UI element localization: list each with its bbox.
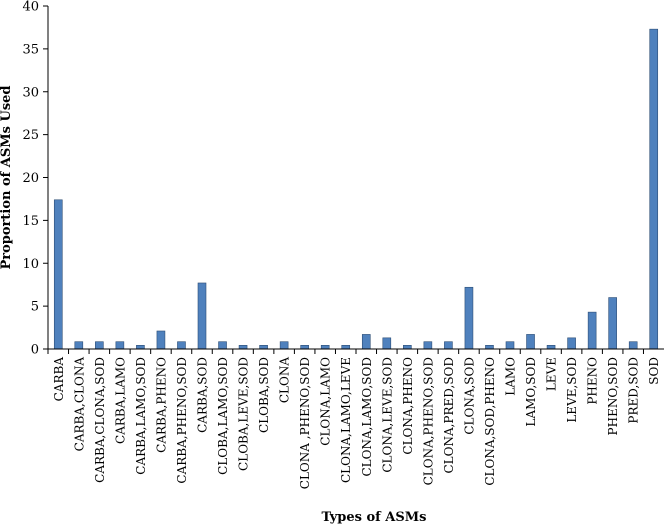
x-axis-title: Types of ASMs [322,510,427,525]
y-tick-label: 40 [22,0,39,15]
x-category-label: CLONA,SOD,PHENO [483,357,497,486]
bar [444,341,453,350]
bar [300,345,309,350]
x-category-label: CLONA,LEVE,SOD [380,357,394,473]
y-axis-title: Proportion of ASMs Used [0,85,14,269]
bar [197,282,207,350]
x-axis-category-labels: CARBA CARBA,CLONA CARBA,CLONA,SOD CARBA,LAM… [47,349,661,489]
x-category-label: CLONA,PRED,SOD [442,357,456,474]
bar [156,330,166,350]
bar [587,311,597,350]
bar [628,341,638,350]
y-tick-label: 20 [22,171,39,186]
bar [361,334,371,350]
x-category-label: LAMO [504,357,518,396]
x-category-label: CLOBA,LEVE,SOD [237,357,251,471]
bar [505,341,515,350]
x-category-label: CLOBA,LAMO,SOD [216,357,230,475]
bar [115,341,125,350]
x-category-label: LAMO,SOD [524,357,538,427]
x-category-label: CARBA,SOD [196,357,210,433]
bars [53,28,659,350]
x-category-label: CLONA,PHENO [401,357,415,455]
x-category-label: CLONA,LAMO [319,357,333,446]
x-category-label: PHENO,SOD [606,357,620,435]
x-category-label: CARBA,CLONA,SOD [93,357,107,483]
y-tick-label: 30 [22,85,39,100]
y-tick-label: 35 [22,42,39,57]
y-tick-label: 0 [31,343,39,358]
x-category-label: CLONA,LAMO,LEVE [339,357,353,483]
bar [259,345,268,350]
y-tick-label: 15 [22,214,39,229]
x-category-label: CARBA,PHENO,SOD [175,357,189,484]
bar [53,199,63,350]
x-category-label: CLONA,LAMO,SOD [360,357,374,477]
bar [608,297,617,350]
bar [382,337,392,350]
bar [218,341,227,350]
y-tick-label: 10 [22,257,39,272]
x-category-label: CARBA [52,357,66,402]
x-category-label: CLOBA,SOD [257,357,271,433]
bar [526,334,535,350]
x-category-label: PRED,SOD [627,357,641,424]
x-category-label: PHENO [586,357,600,405]
x-category-label: CARBA,LAMO,SOD [134,357,148,475]
x-category-label: CLONA [278,357,292,403]
x-category-label: SOD [647,357,661,385]
bar [423,341,433,350]
bar [238,345,248,350]
bar [95,341,104,350]
x-category-label: LEVE [545,357,559,391]
x-category-label: CARBA,LAMO [113,357,127,444]
bar [649,28,659,350]
bar [567,337,576,350]
y-tick-label: 25 [22,128,39,143]
bar [341,345,351,350]
x-category-label: LEVE,SOD [565,357,579,423]
x-category-label: CARBA,CLONA [72,357,86,452]
bar [279,341,289,350]
bar [546,345,556,350]
bar [464,286,474,350]
bar [403,345,412,350]
x-category-label: CLONA,PHENO,SOD [421,357,435,485]
bar [136,345,145,350]
bar [485,345,494,350]
bar [320,345,330,350]
bar [177,341,186,350]
x-category-label: CARBA,PHENO [154,357,168,453]
y-axis-ticks: 0 5 10 15 20 25 30 35 40 [22,0,48,358]
bar [74,341,84,350]
y-tick-label: 5 [31,300,39,315]
x-category-label: CLONA,SOD [462,357,476,435]
x-category-label: CLONA ,PHENO,SOD [298,357,312,489]
